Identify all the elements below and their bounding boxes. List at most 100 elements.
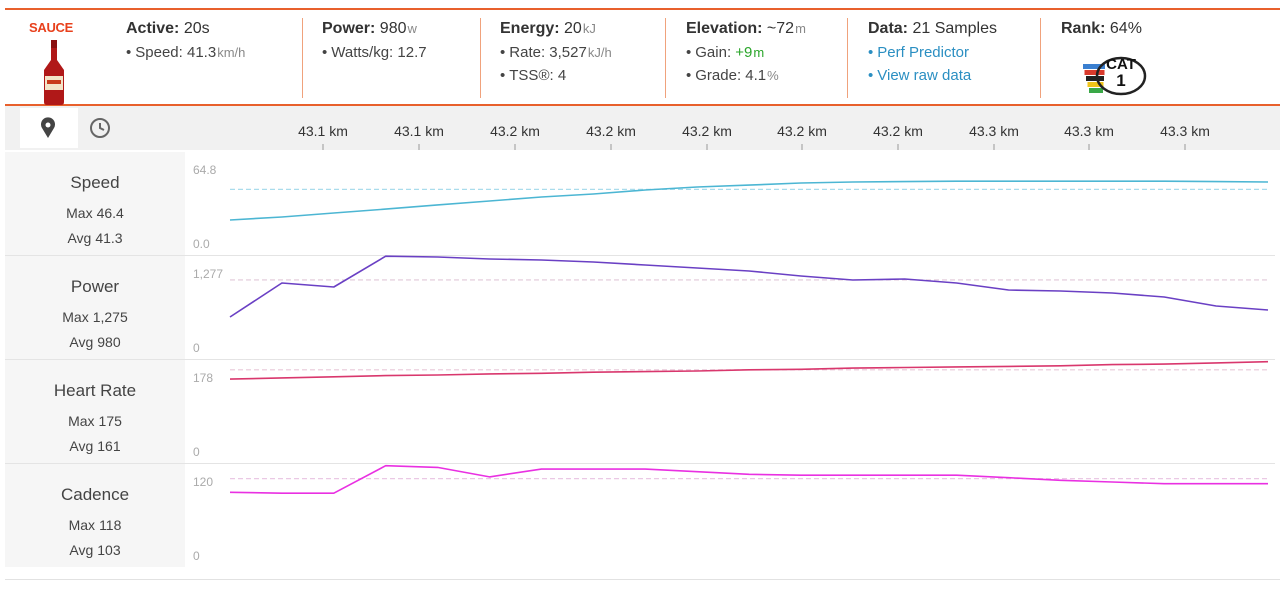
item-value: 3,527 bbox=[549, 44, 587, 61]
distance-tick-label: 43.1 km bbox=[298, 123, 348, 139]
badge-stripe bbox=[1089, 88, 1103, 93]
row-stat: Max 118 bbox=[69, 517, 122, 533]
stat-item: Speed: 41.3km/h bbox=[126, 44, 245, 61]
distance-tick-label: 43.2 km bbox=[873, 123, 923, 139]
y-tick-label: 64.8 bbox=[193, 163, 217, 177]
stat-item: TSS®: 4 bbox=[500, 67, 612, 84]
stat-unit: m bbox=[795, 21, 806, 36]
badge-stripe bbox=[1087, 82, 1104, 87]
y-tick-label: 0.0 bbox=[193, 237, 210, 251]
stat-value: 980 bbox=[379, 20, 407, 37]
row-label-bg bbox=[5, 152, 185, 255]
item-value: 12.7 bbox=[397, 44, 427, 61]
badge-stripe bbox=[1084, 70, 1105, 75]
stat-title: Power: bbox=[322, 20, 376, 37]
badge-stripe bbox=[1083, 64, 1105, 69]
distance-tick-label: 43.1 km bbox=[394, 123, 444, 139]
link[interactable]: Perf Predictor bbox=[877, 44, 969, 61]
stat-item: Gain: +9m bbox=[686, 44, 806, 61]
item-value: 41.3 bbox=[186, 44, 217, 61]
logo-bottle bbox=[44, 40, 64, 105]
logo: SAUCE bbox=[29, 20, 74, 35]
stat-value: ~72 bbox=[766, 20, 795, 37]
bottom-border bbox=[5, 579, 1280, 580]
y-tick-label: 1,277 bbox=[193, 267, 223, 281]
toolbar bbox=[5, 106, 1280, 150]
row-stat: Max 1,275 bbox=[62, 309, 128, 325]
item-label: Speed: bbox=[135, 44, 183, 61]
row-plot-bg bbox=[185, 360, 1275, 463]
row-label-bg bbox=[5, 464, 185, 567]
stat-label: Avg bbox=[69, 542, 93, 558]
item-unit: kJ/h bbox=[587, 45, 612, 60]
row-label-bg bbox=[5, 256, 185, 359]
pin-icon[interactable] bbox=[41, 117, 55, 138]
item-label: Grade: bbox=[695, 67, 742, 84]
stat-title: Active: bbox=[126, 20, 180, 37]
stat-value: 20s bbox=[183, 20, 210, 37]
badge-ring bbox=[1095, 56, 1147, 96]
y-tick-label: 0 bbox=[193, 445, 200, 459]
stat-title: Energy: bbox=[500, 20, 560, 37]
item-label: Watts/kg: bbox=[331, 44, 394, 61]
stat-label: Max bbox=[66, 205, 92, 221]
badge-text: 1 bbox=[1116, 71, 1125, 90]
stat-item: Grade: 4.1% bbox=[686, 67, 806, 84]
data-line bbox=[229, 464, 1268, 494]
item-value: 4.1 bbox=[745, 67, 767, 84]
stat-value: 64% bbox=[1109, 20, 1142, 37]
badge-stripe bbox=[1086, 76, 1104, 81]
badge-text: CAT bbox=[1106, 56, 1136, 73]
row-stat: Avg 41.3 bbox=[67, 230, 122, 246]
item-label: Gain: bbox=[695, 44, 732, 61]
stat-value: 161 bbox=[97, 438, 121, 454]
stat-unit: w bbox=[407, 21, 417, 36]
stat-unit: kJ bbox=[582, 21, 596, 36]
stat-group: Energy: 20kJ Rate: 3,527kJ/h TSS®: 4 bbox=[500, 20, 612, 84]
item-label: TSS®: bbox=[509, 67, 554, 84]
stat-value: 20 bbox=[564, 20, 582, 37]
link-item: Perf Predictor bbox=[868, 44, 997, 61]
item-unit: km/h bbox=[217, 45, 246, 60]
stat-label: Avg bbox=[69, 438, 93, 454]
distance-tick-label: 43.3 km bbox=[1064, 123, 1114, 139]
separator bbox=[480, 18, 481, 98]
distance-tick-label: 43.2 km bbox=[682, 123, 732, 139]
stat-headline: Active: 20s bbox=[126, 20, 245, 38]
row-stat: Avg 103 bbox=[69, 542, 120, 558]
stat-value: 118 bbox=[99, 517, 122, 533]
distance-tick-label: 43.3 km bbox=[969, 123, 1019, 139]
stat-item: Rate: 3,527kJ/h bbox=[500, 44, 612, 61]
row-plot-bg bbox=[185, 152, 1275, 255]
stat-headline: Elevation: ~72m bbox=[686, 20, 806, 38]
data-line bbox=[229, 255, 1269, 318]
stat-label: Max bbox=[62, 309, 88, 325]
charts-panel: 43.1 km 43.1 km 43.2 km 43.2 km 43.2 km 43.2 … bbox=[5, 106, 1280, 580]
row-stat: Avg 980 bbox=[69, 334, 120, 350]
time-tab[interactable] bbox=[78, 108, 155, 148]
item-label: Rate: bbox=[509, 44, 546, 61]
stat-label: Avg bbox=[69, 334, 93, 350]
row-plot-bg bbox=[185, 256, 1275, 359]
stat-label: Max bbox=[68, 413, 94, 429]
y-tick-label: 120 bbox=[193, 475, 213, 489]
link-item: View raw data bbox=[868, 67, 997, 84]
clock-icon[interactable] bbox=[90, 118, 110, 138]
y-tick-label: 178 bbox=[193, 371, 213, 385]
link[interactable]: View raw data bbox=[877, 67, 972, 84]
row-title: Heart Rate bbox=[54, 381, 136, 400]
item-value: +9 bbox=[735, 44, 753, 61]
item-unit: % bbox=[767, 68, 779, 83]
stat-value: 103 bbox=[97, 542, 121, 558]
separator bbox=[302, 18, 303, 98]
y-tick-label: 0 bbox=[193, 341, 200, 355]
separator bbox=[665, 18, 666, 98]
stat-value: 1,275 bbox=[93, 309, 128, 325]
stat-headline: Energy: 20kJ bbox=[500, 20, 612, 38]
stat-value: 175 bbox=[99, 413, 123, 429]
stat-title: Data: bbox=[868, 20, 909, 37]
stat-label: Avg bbox=[67, 230, 91, 246]
stat-headline: Data: 21 Samples bbox=[868, 20, 997, 38]
